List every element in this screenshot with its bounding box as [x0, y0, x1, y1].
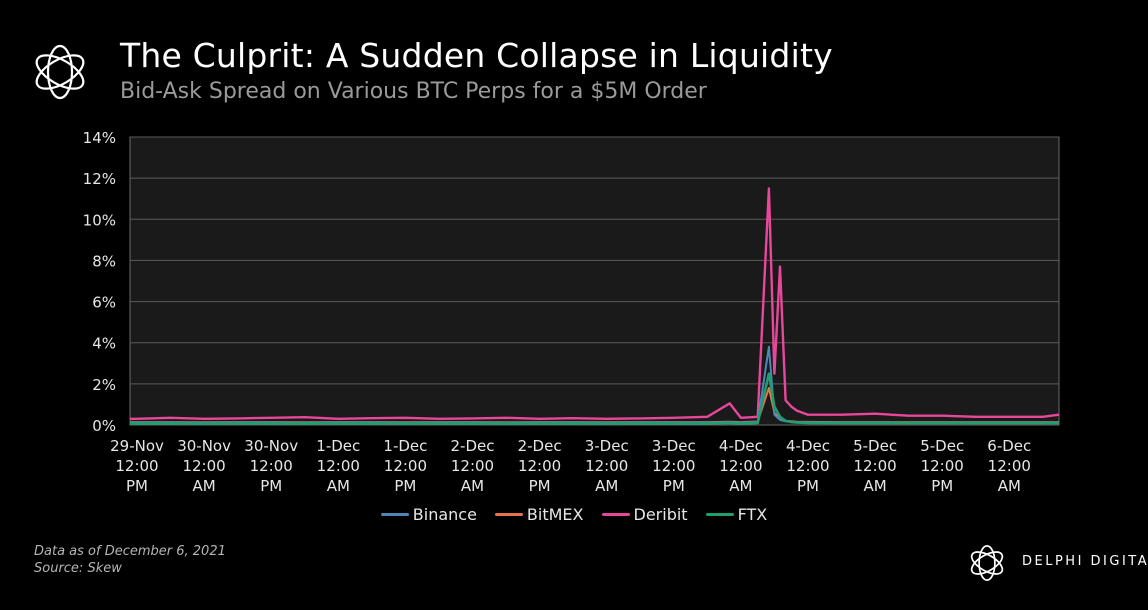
x-tick-label: PM: [931, 477, 953, 495]
x-tick-label: 2-Dec: [451, 437, 495, 455]
x-tick-label: PM: [126, 477, 148, 495]
x-tick-label: 1-Dec: [383, 437, 427, 455]
legend-swatch-binance: [380, 513, 409, 516]
x-tick-label: 12:00: [384, 457, 427, 475]
x-tick-label: PM: [260, 477, 282, 495]
x-tick-label: 4-Dec: [786, 437, 830, 455]
y-tick-label: 0%: [92, 417, 116, 435]
x-tick-label: 12:00: [652, 457, 695, 475]
x-tick-label: 29-Nov: [110, 437, 164, 455]
x-tick-label: AM: [461, 477, 484, 495]
x-tick-label: 12:00: [719, 457, 762, 475]
x-tick-label: 30-Nov: [177, 437, 231, 455]
y-tick-label: 8%: [92, 252, 116, 270]
legend-item-bitmex: BitMEX: [494, 505, 584, 524]
series-line-deribit: [130, 187, 1060, 420]
legend-label-ftx: FTX: [737, 505, 768, 524]
x-tick-label: 3-Dec: [585, 437, 629, 455]
x-tick-label: AM: [327, 477, 350, 495]
page-subtitle: Bid-Ask Spread on Various BTC Perps for …: [120, 79, 707, 104]
x-tick-label: PM: [394, 477, 416, 495]
x-tick-label: 12:00: [115, 457, 158, 475]
brand-name: DELPHI DIGITAL: [1022, 554, 1148, 569]
x-tick-label: AM: [863, 477, 886, 495]
page-title: The Culprit: A Sudden Collapse in Liquid…: [120, 36, 833, 75]
x-tick-label: AM: [998, 477, 1021, 495]
y-tick-label: 4%: [92, 335, 116, 353]
y-tick-label: 14%: [83, 129, 116, 147]
flower-logo-icon: [35, 44, 85, 100]
x-tick-label: 12:00: [451, 457, 494, 475]
x-tick-label: 12:00: [585, 457, 628, 475]
x-tick-label: 2-Dec: [518, 437, 562, 455]
source-note: Source: Skew: [34, 561, 122, 576]
data-note: Data as of December 6, 2021: [34, 544, 226, 559]
x-tick-label: 12:00: [518, 457, 561, 475]
x-tick-label: 12:00: [853, 457, 896, 475]
x-tick-label: 5-Dec: [853, 437, 897, 455]
legend-swatch-deribit: [601, 513, 630, 516]
y-tick-label: 2%: [92, 376, 116, 394]
legend-swatch-ftx: [705, 513, 734, 516]
plot-area: [129, 136, 1060, 426]
x-tick-label: 3-Dec: [652, 437, 696, 455]
x-tick-label: 12:00: [921, 457, 964, 475]
y-tick-label: 6%: [92, 294, 116, 312]
x-tick-label: AM: [192, 477, 215, 495]
legend-swatch-bitmex: [494, 513, 523, 516]
x-tick-label: 30-Nov: [244, 437, 298, 455]
x-tick-label: 5-Dec: [920, 437, 964, 455]
brand-logo-icon: [970, 545, 1004, 581]
x-tick-label: PM: [797, 477, 819, 495]
legend-label-bitmex: BitMEX: [526, 505, 584, 524]
legend-label-binance: Binance: [412, 505, 477, 524]
x-tick-label: 4-Dec: [719, 437, 763, 455]
y-tick-label: 12%: [83, 170, 116, 188]
legend-item-binance: Binance: [380, 505, 477, 524]
x-tick-label: PM: [529, 477, 551, 495]
x-tick-label: 12:00: [182, 457, 225, 475]
legend-item-ftx: FTX: [705, 505, 768, 524]
legend-item-deribit: Deribit: [601, 505, 688, 524]
x-tick-label: 12:00: [786, 457, 829, 475]
x-tick-label: 12:00: [317, 457, 360, 475]
x-tick-label: AM: [595, 477, 618, 495]
x-tick-label: 1-Dec: [316, 437, 360, 455]
legend-label-deribit: Deribit: [633, 505, 688, 524]
x-tick-label: 12:00: [988, 457, 1031, 475]
series-line-ftx: [130, 372, 1059, 425]
chart-legend: Binance BitMEX Deribit FTX: [0, 505, 1148, 524]
x-tick-label: AM: [729, 477, 752, 495]
x-tick-label: 12:00: [250, 457, 293, 475]
y-tick-label: 10%: [83, 211, 116, 229]
x-tick-label: PM: [663, 477, 685, 495]
x-tick-label: 6-Dec: [987, 437, 1031, 455]
